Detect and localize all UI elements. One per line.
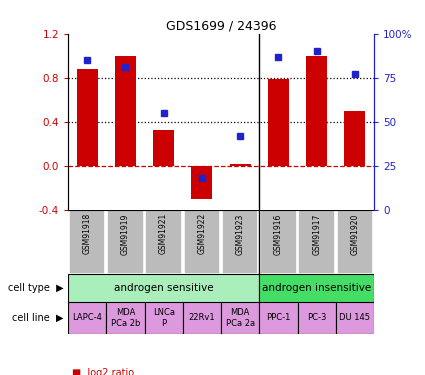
Bar — [259, 274, 374, 302]
Text: GSM91922: GSM91922 — [197, 213, 207, 254]
Text: PC-3: PC-3 — [307, 314, 326, 322]
Text: cell type  ▶: cell type ▶ — [8, 283, 64, 293]
Text: LAPC-4: LAPC-4 — [72, 314, 102, 322]
Bar — [337, 210, 373, 274]
Bar — [222, 210, 258, 274]
Bar — [106, 302, 144, 334]
Text: GSM91918: GSM91918 — [82, 213, 92, 254]
Title: GDS1699 / 24396: GDS1699 / 24396 — [166, 20, 276, 33]
Bar — [184, 210, 220, 274]
Bar — [145, 210, 182, 274]
Bar — [344, 111, 366, 166]
Text: GSM91920: GSM91920 — [350, 213, 360, 255]
Text: GSM91917: GSM91917 — [312, 213, 321, 255]
Bar — [107, 210, 144, 274]
Bar — [69, 210, 105, 274]
Text: GSM91916: GSM91916 — [274, 213, 283, 255]
Bar — [230, 164, 251, 166]
Bar — [76, 69, 98, 166]
Bar — [298, 210, 335, 274]
Text: androgen sensitive: androgen sensitive — [114, 283, 213, 293]
Bar — [260, 210, 297, 274]
Bar — [221, 302, 259, 334]
Bar — [191, 166, 212, 199]
Text: MDA
PCa 2b: MDA PCa 2b — [110, 308, 140, 327]
Text: ■  log2 ratio: ■ log2 ratio — [72, 368, 134, 375]
Bar — [336, 302, 374, 334]
Text: MDA
PCa 2a: MDA PCa 2a — [226, 308, 255, 327]
Text: 22Rv1: 22Rv1 — [189, 314, 215, 322]
Bar — [183, 302, 221, 334]
Text: cell line  ▶: cell line ▶ — [12, 313, 64, 323]
Bar — [298, 302, 336, 334]
Bar — [153, 130, 174, 166]
Text: GSM91919: GSM91919 — [121, 213, 130, 255]
Text: DU 145: DU 145 — [340, 314, 370, 322]
Text: GSM91923: GSM91923 — [235, 213, 245, 255]
Text: androgen insensitive: androgen insensitive — [262, 283, 371, 293]
Text: LNCa
P: LNCa P — [153, 308, 175, 327]
Bar — [115, 56, 136, 166]
Bar — [306, 56, 327, 166]
Bar — [268, 79, 289, 166]
Bar — [144, 302, 183, 334]
Text: PPC-1: PPC-1 — [266, 314, 291, 322]
Text: GSM91921: GSM91921 — [159, 213, 168, 254]
Bar — [68, 274, 259, 302]
Bar — [259, 302, 298, 334]
Bar — [68, 302, 106, 334]
